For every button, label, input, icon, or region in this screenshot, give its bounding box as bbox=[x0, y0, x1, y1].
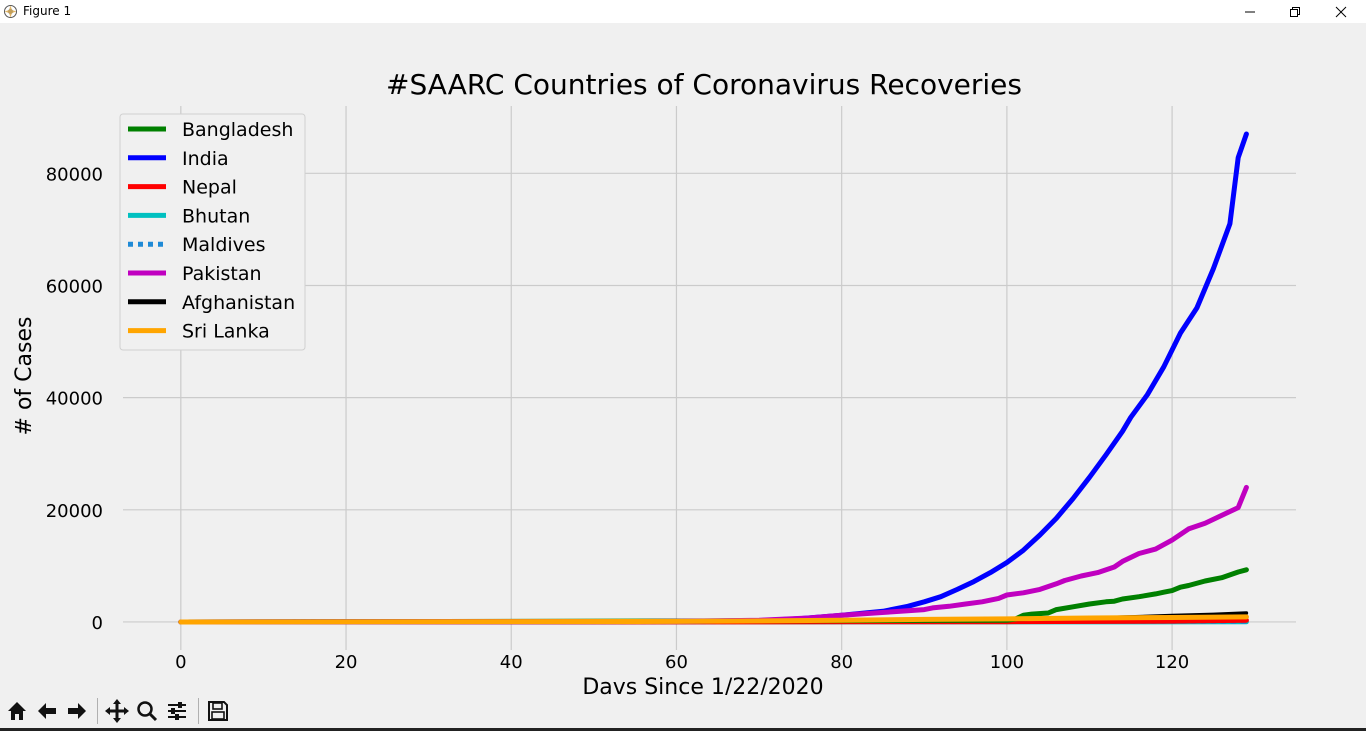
configure-subplots-button[interactable] bbox=[163, 696, 191, 726]
back-arrow-icon bbox=[38, 703, 56, 719]
legend-label: Maldives bbox=[182, 234, 266, 256]
home-icon bbox=[8, 702, 26, 720]
close-icon bbox=[1335, 6, 1347, 17]
pan-button[interactable] bbox=[103, 696, 131, 726]
x-axis-label: Davs Since 1/22/2020 bbox=[582, 675, 823, 695]
legend-box bbox=[119, 113, 306, 351]
close-button[interactable] bbox=[1318, 0, 1364, 23]
series-line-bangladesh bbox=[178, 567, 1249, 625]
back-button[interactable] bbox=[33, 696, 61, 726]
y-tick-label: 20000 bbox=[46, 501, 103, 522]
x-tick-label: 80 bbox=[830, 652, 853, 673]
x-tick-label: 40 bbox=[500, 652, 523, 673]
x-tick-label: 100 bbox=[990, 652, 1024, 673]
series-line-pakistan bbox=[178, 484, 1249, 625]
x-tick-label: 20 bbox=[335, 652, 358, 673]
minimize-button[interactable] bbox=[1227, 0, 1273, 23]
y-tick-label: 40000 bbox=[46, 389, 103, 410]
navigation-toolbar bbox=[0, 694, 260, 728]
toolbar-separator bbox=[97, 698, 98, 724]
recoveries-line-chart: 0 20 40 60 80 100 120 0 20000 40000 60000 80000 #SA… bbox=[0, 23, 1366, 695]
legend-label: Pakistan bbox=[182, 263, 262, 285]
configure-subplots-icon bbox=[168, 702, 186, 720]
forward-arrow-icon bbox=[68, 703, 86, 719]
legend-label: Bangladesh bbox=[182, 119, 293, 141]
y-tick-label: 80000 bbox=[46, 164, 103, 185]
zoom-button[interactable] bbox=[133, 696, 161, 726]
chart-title: #SAARC Countries of Coronavirus Recoveri… bbox=[386, 68, 1022, 101]
x-tick-label: 60 bbox=[665, 652, 688, 673]
window-titlebar: Figure 1 bbox=[0, 0, 1366, 23]
window-bottom-border bbox=[0, 728, 1366, 731]
legend-label: Bhutan bbox=[182, 205, 250, 227]
chart-legend: Bangladesh India Nepal Bhutan Maldives Pakist… bbox=[119, 113, 306, 351]
save-icon bbox=[208, 701, 228, 721]
restore-icon bbox=[1290, 6, 1300, 17]
legend-label: Afghanistan bbox=[182, 292, 295, 314]
series-line-sri-lanka bbox=[178, 614, 1249, 625]
forward-button[interactable] bbox=[63, 696, 91, 726]
y-tick-label: 60000 bbox=[46, 276, 103, 297]
toolbar-separator bbox=[198, 698, 199, 724]
minimize-icon bbox=[1245, 11, 1255, 12]
x-tick-label: 120 bbox=[1155, 652, 1189, 673]
restore-button[interactable] bbox=[1272, 0, 1318, 23]
y-axis-label: # of Cases bbox=[12, 317, 37, 436]
x-tick-label: 0 bbox=[175, 652, 186, 673]
home-button[interactable] bbox=[3, 696, 31, 726]
legend-label: Nepal bbox=[182, 177, 237, 199]
zoom-icon bbox=[137, 701, 158, 722]
pan-icon bbox=[105, 699, 129, 723]
window-title: Figure 1 bbox=[23, 4, 72, 18]
figure-app-icon bbox=[4, 5, 17, 18]
legend-label: Sri Lanka bbox=[182, 321, 270, 343]
legend-label: India bbox=[182, 148, 229, 170]
save-button[interactable] bbox=[204, 696, 232, 726]
y-tick-label: 0 bbox=[92, 613, 103, 634]
